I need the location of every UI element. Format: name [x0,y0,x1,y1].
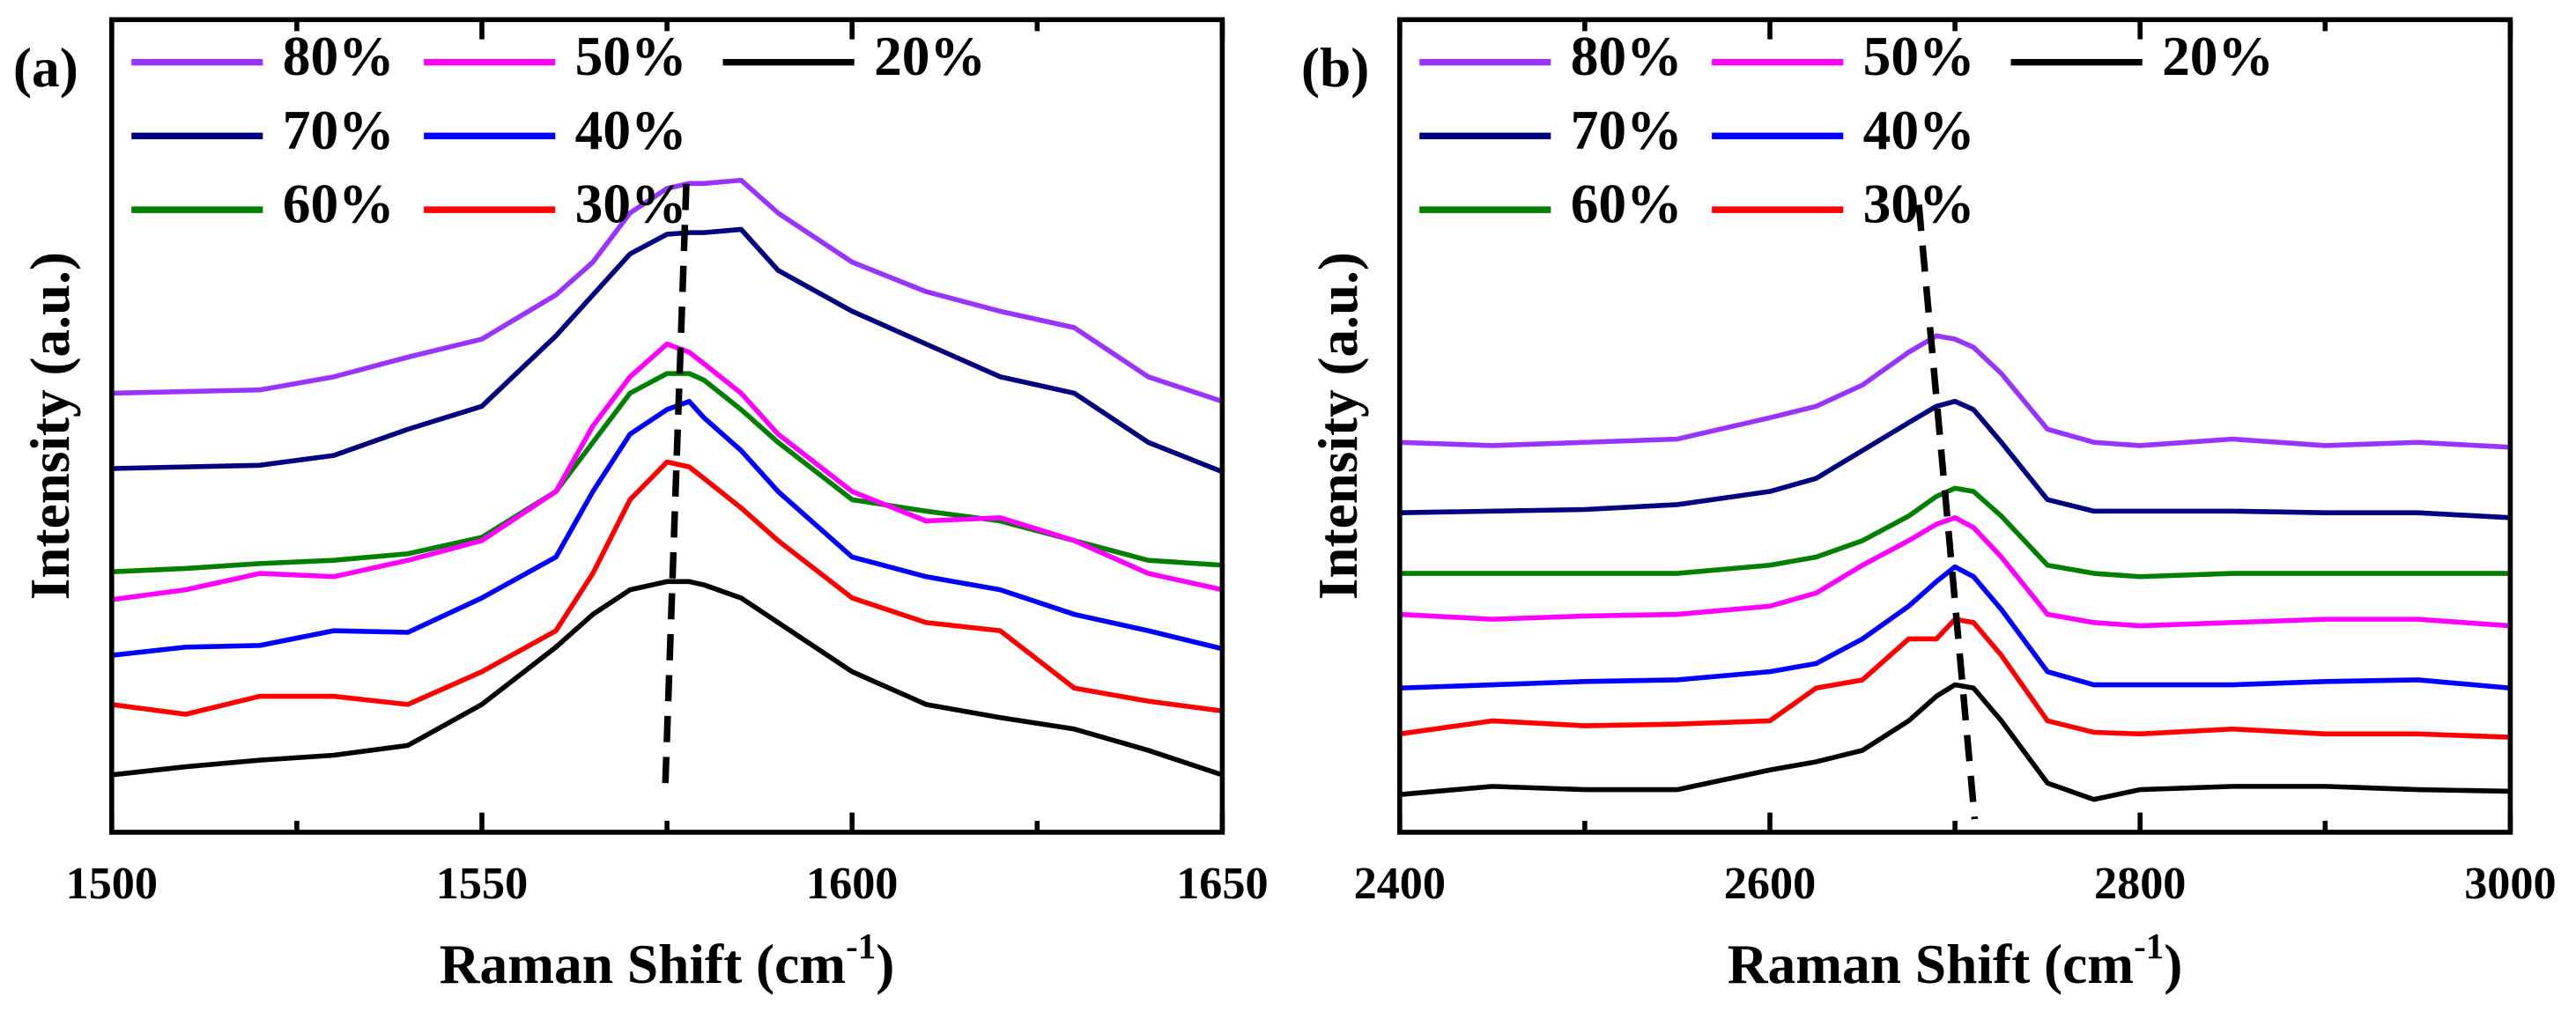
peak-guide [662,172,691,784]
panel-label: (a) [13,37,78,99]
x-axis-label-end: ) [2164,934,2182,995]
x-axis-label-end: ) [876,934,894,995]
legend-label: 30% [575,174,687,235]
legend-label: 70% [1571,100,1683,161]
legend-label: 70% [283,100,395,161]
data-line [111,459,1223,717]
data-line [111,177,1224,404]
data-line [1399,515,2511,629]
x-tick-label: 3000 [2464,859,2556,909]
x-tick-label: 1500 [66,859,158,909]
data-line [1399,485,2511,580]
data-line [1399,564,2511,691]
legend-label: 20% [874,26,986,87]
panel-label: (b) [1301,37,1369,99]
y-axis-label: Intensity (a.u.) [1307,252,1369,600]
x-tick-label: 2600 [1724,859,1816,909]
x-tick-label: 1600 [806,859,898,909]
x-axis-label-sup: -1 [846,926,876,966]
x-tick-label: 1550 [436,859,528,909]
x-tick-label: 2800 [2094,859,2186,909]
legend-label: 40% [575,100,687,161]
legend-label: 80% [283,26,395,87]
legend-label: 60% [1571,174,1683,235]
data-line [111,579,1224,778]
legend-label: 50% [575,26,687,87]
data-line [1399,682,2511,802]
data-line [1399,333,2511,450]
legend-label: 20% [2162,26,2274,87]
legend-label: 40% [1863,100,1975,161]
x-axis-label: Raman Shift (cm-1) [440,926,895,994]
legend-label: 60% [283,174,395,235]
x-axis-label-text: Raman Shift (cm [440,934,846,995]
x-axis-label: Raman Shift (cm-1) [1728,926,2183,994]
x-axis-label-sup: -1 [2134,926,2164,966]
data-line [111,398,1224,658]
legend-label: 80% [1571,26,1683,87]
x-tick-label: 2400 [1354,859,1446,909]
y-axis-label: Intensity (a.u.) [19,252,81,600]
data-line [1399,398,2511,521]
x-tick-label: 1650 [1176,859,1268,909]
data-line [111,371,1223,574]
x-axis-label-text: Raman Shift (cm [1728,934,2134,995]
data-line [111,226,1224,475]
peak-guide [1915,204,1979,820]
legend-label: 50% [1863,26,1975,87]
